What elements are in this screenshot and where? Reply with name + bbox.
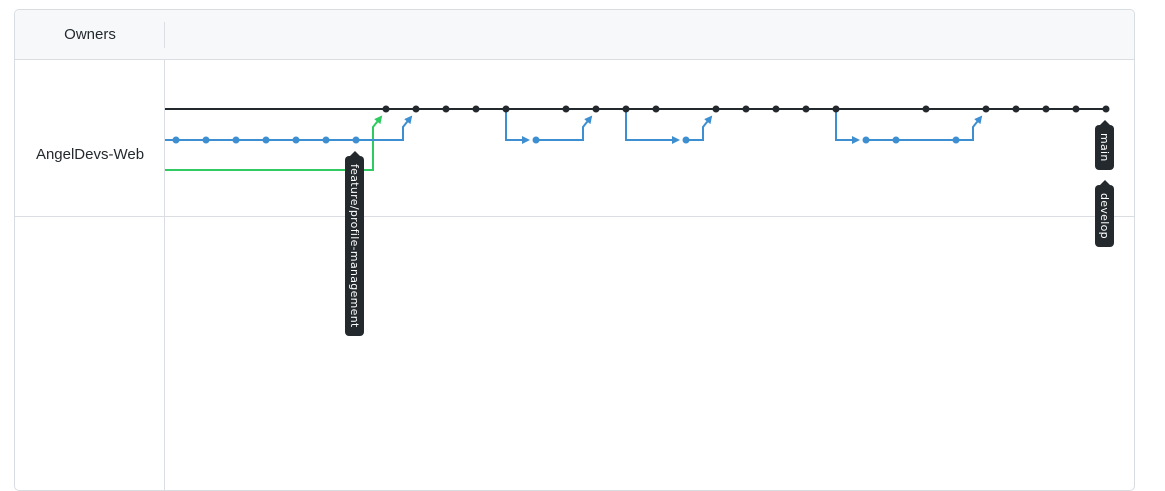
feature-branch-line — [165, 115, 383, 171]
owner-name-link[interactable]: AngelDevs-Web — [35, 146, 145, 163]
commit-dot[interactable] — [742, 105, 750, 113]
header-divider — [164, 22, 165, 48]
main-commits[interactable] — [382, 105, 1110, 113]
commit-dot[interactable] — [172, 136, 180, 144]
commit-dot[interactable] — [292, 136, 300, 144]
develop-branch-in-3 — [686, 115, 713, 141]
commit-dot[interactable] — [262, 136, 270, 144]
owners-column-header: Owners — [64, 26, 116, 43]
commit-dot[interactable] — [382, 105, 390, 113]
commit-dot[interactable] — [412, 105, 420, 113]
commit-dot[interactable] — [1042, 105, 1050, 113]
commit-graph[interactable] — [0, 0, 1165, 478]
commit-dot[interactable] — [1072, 105, 1080, 113]
commit-dot[interactable] — [952, 136, 960, 144]
develop-commits[interactable] — [172, 136, 960, 144]
develop-branch-out-2 — [505, 110, 530, 144]
branch-label-feature[interactable]: feature/profile-management — [345, 151, 364, 336]
commit-dot[interactable] — [772, 105, 780, 113]
commit-dot[interactable] — [682, 136, 690, 144]
commit-dot[interactable] — [592, 105, 600, 113]
commit-dot[interactable] — [892, 136, 900, 144]
commit-dot[interactable] — [352, 136, 360, 144]
commit-dot[interactable] — [712, 105, 720, 113]
network-graph-panel: Owners AngelDevs-Web — [14, 9, 1135, 491]
row-divider — [15, 216, 1134, 217]
commit-dot[interactable] — [202, 136, 210, 144]
commit-dot[interactable] — [502, 105, 510, 113]
develop-branch-in-4 — [866, 115, 983, 141]
commit-dot[interactable] — [802, 105, 810, 113]
commit-dot[interactable] — [532, 136, 540, 144]
commit-dot[interactable] — [982, 105, 990, 113]
commit-dot[interactable] — [652, 105, 660, 113]
branch-label-develop[interactable]: develop — [1095, 180, 1114, 247]
owners-column-divider — [164, 60, 165, 490]
commit-dot[interactable] — [442, 105, 450, 113]
graph-header: Owners — [15, 10, 1134, 60]
commit-dot[interactable] — [1102, 105, 1110, 113]
commit-dot[interactable] — [232, 136, 240, 144]
commit-dot[interactable] — [922, 105, 930, 113]
commit-dot[interactable] — [322, 136, 330, 144]
commit-dot[interactable] — [862, 136, 870, 144]
develop-branch-in-2 — [536, 115, 593, 141]
commit-dot[interactable] — [472, 105, 480, 113]
branch-label-main[interactable]: main — [1095, 120, 1114, 170]
develop-branch-out-4 — [835, 110, 860, 144]
commit-dot[interactable] — [1012, 105, 1020, 113]
develop-branch-out-3 — [625, 110, 680, 144]
commit-dot[interactable] — [832, 105, 840, 113]
develop-branch-line — [165, 115, 413, 141]
commit-dot[interactable] — [562, 105, 570, 113]
commit-dot[interactable] — [622, 105, 630, 113]
